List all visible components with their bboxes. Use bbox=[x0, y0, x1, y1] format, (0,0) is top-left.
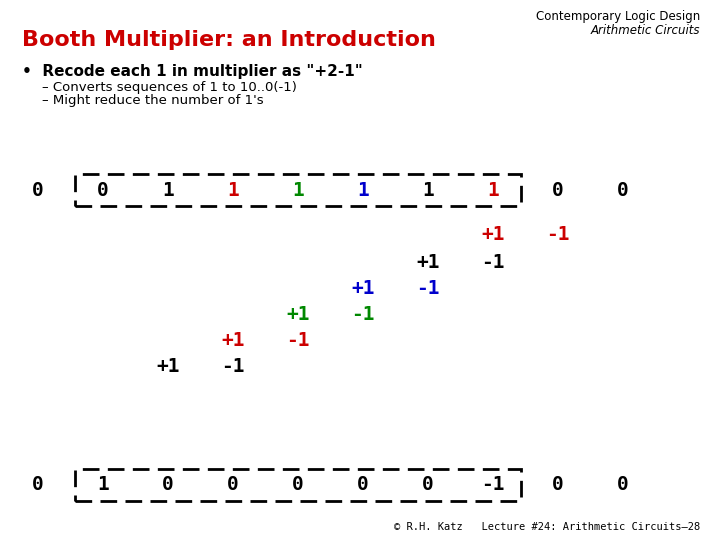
Text: 0: 0 bbox=[32, 476, 44, 495]
Text: -1: -1 bbox=[546, 226, 570, 245]
Text: -1: -1 bbox=[481, 253, 505, 272]
Text: 0: 0 bbox=[552, 476, 564, 495]
Text: +1: +1 bbox=[416, 253, 440, 272]
Text: 1: 1 bbox=[97, 476, 109, 495]
Text: +1: +1 bbox=[287, 305, 310, 323]
Text: 1: 1 bbox=[292, 180, 304, 199]
Text: 1: 1 bbox=[422, 180, 434, 199]
Text: +1: +1 bbox=[351, 279, 374, 298]
Text: 0: 0 bbox=[617, 180, 629, 199]
Text: 0: 0 bbox=[227, 476, 239, 495]
Text: -1: -1 bbox=[287, 330, 310, 349]
Text: +1: +1 bbox=[221, 330, 245, 349]
Text: 1: 1 bbox=[227, 180, 239, 199]
Text: 0: 0 bbox=[617, 476, 629, 495]
Text: +1: +1 bbox=[481, 226, 505, 245]
Text: -1: -1 bbox=[221, 356, 245, 375]
Text: Contemporary Logic Design: Contemporary Logic Design bbox=[536, 10, 700, 23]
Text: 0: 0 bbox=[422, 476, 434, 495]
Text: 1: 1 bbox=[357, 180, 369, 199]
Text: Arithmetic Circuits: Arithmetic Circuits bbox=[590, 24, 700, 37]
Text: 0: 0 bbox=[32, 180, 44, 199]
Text: 0: 0 bbox=[97, 180, 109, 199]
Text: 0: 0 bbox=[552, 180, 564, 199]
Text: 0: 0 bbox=[162, 476, 174, 495]
Text: 0: 0 bbox=[357, 476, 369, 495]
Text: -1: -1 bbox=[351, 305, 374, 323]
Text: +1: +1 bbox=[156, 356, 180, 375]
Text: 1: 1 bbox=[162, 180, 174, 199]
Text: © R.H. Katz   Lecture #24: Arithmetic Circuits–28: © R.H. Katz Lecture #24: Arithmetic Circ… bbox=[394, 522, 700, 532]
Text: -1: -1 bbox=[416, 279, 440, 298]
Text: -1: -1 bbox=[481, 476, 505, 495]
Text: 1: 1 bbox=[487, 180, 499, 199]
Text: •  Recode each 1 in multiplier as "+2-1": • Recode each 1 in multiplier as "+2-1" bbox=[22, 64, 363, 79]
Text: – Converts sequences of 1 to 10..0(-1): – Converts sequences of 1 to 10..0(-1) bbox=[42, 81, 297, 94]
Text: Booth Multiplier: an Introduction: Booth Multiplier: an Introduction bbox=[22, 30, 436, 50]
Text: – Might reduce the number of 1's: – Might reduce the number of 1's bbox=[42, 94, 264, 107]
Text: 0: 0 bbox=[292, 476, 304, 495]
